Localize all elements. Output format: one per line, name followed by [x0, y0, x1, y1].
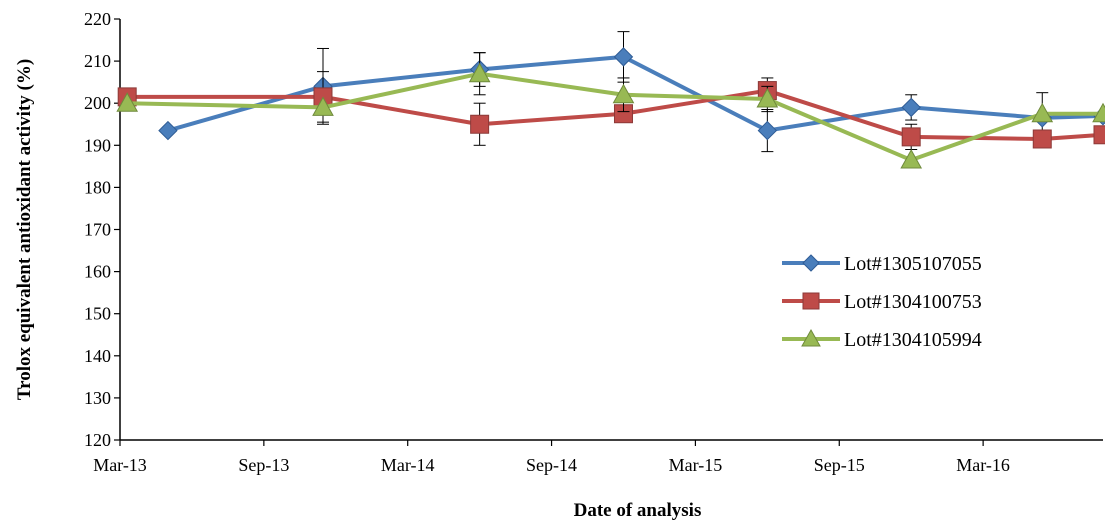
series-line [127, 71, 1103, 163]
legend: Lot#1305107055 Lot#1304100753 Lot#13041059… [782, 253, 982, 351]
legend-label: Lot#1304100753 [844, 291, 982, 313]
legend-item: Lot#1304100753 [782, 291, 982, 313]
legend-label: Lot#1305107055 [844, 253, 982, 275]
series-3 [116, 52, 1105, 169]
y-tick-label: 130 [84, 388, 111, 408]
data-point [1032, 129, 1052, 149]
data-point [1093, 125, 1105, 145]
x-tick-label: Mar-14 [381, 455, 435, 475]
legend-item: Lot#1305107055 [782, 253, 982, 275]
data-point [901, 127, 921, 147]
x-tick-label: Mar-15 [669, 455, 723, 475]
y-tick-label: 210 [84, 51, 111, 71]
legend-label: Lot#1304105994 [844, 329, 982, 351]
data-point [468, 62, 491, 83]
data-point [1092, 102, 1105, 123]
y-tick-label: 170 [84, 220, 111, 240]
data-point [158, 120, 178, 141]
y-ticks: 120 130 140 150 160 170 180 190 200 210 220 [84, 9, 120, 450]
data-point [116, 92, 139, 112]
legend-item: Lot#1304105994 [782, 328, 982, 351]
data-point [470, 114, 490, 134]
y-tick-label: 140 [84, 346, 111, 366]
y-tick-label: 220 [84, 9, 111, 29]
axes [119, 19, 1103, 441]
data-point [757, 120, 778, 141]
x-ticks: Mar-13 Sep-13 Mar-14 Sep-14 Mar-15 Sep-15 Mar-… [93, 440, 1010, 475]
data-point [756, 87, 779, 108]
x-tick-label: Sep-15 [814, 455, 865, 475]
data-point [1031, 102, 1054, 123]
legend-marker [802, 254, 820, 272]
data-point [901, 97, 921, 118]
y-tick-label: 150 [84, 304, 111, 324]
y-tick-label: 190 [84, 135, 111, 155]
x-tick-label: Sep-13 [238, 455, 289, 475]
plot-area [116, 31, 1105, 169]
data-point [613, 47, 634, 67]
x-tick-label: Mar-16 [956, 455, 1010, 475]
series-line [167, 54, 1104, 133]
x-tick-label: Mar-13 [93, 455, 147, 475]
legend-marker [801, 328, 821, 347]
data-point [312, 96, 334, 116]
data-point [900, 149, 923, 169]
y-axis-label: Trolox equivalent antioxidant activity (… [14, 59, 35, 400]
y-tick-label: 120 [84, 430, 111, 450]
x-axis-label: Date of analysis [574, 500, 702, 521]
y-tick-label: 200 [84, 93, 111, 113]
x-tick-label: Sep-14 [526, 455, 577, 475]
y-tick-label: 160 [84, 262, 111, 282]
y-tick-label: 180 [84, 177, 111, 197]
legend-marker [802, 292, 820, 310]
series-1 [158, 31, 1105, 153]
data-point [612, 83, 635, 104]
